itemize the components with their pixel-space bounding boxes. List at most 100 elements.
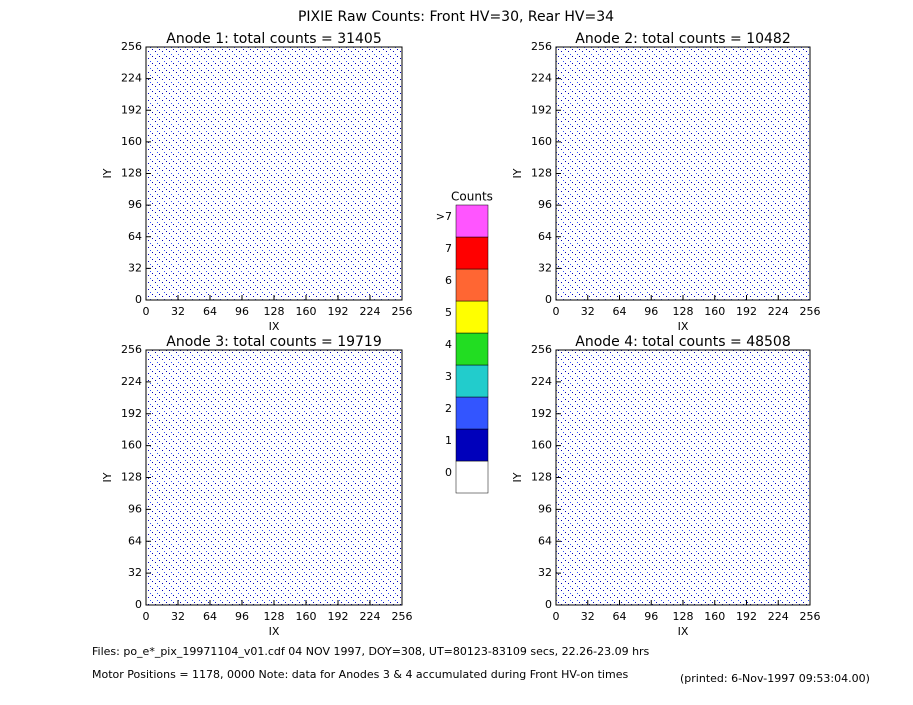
x-tick-label: 256: [800, 305, 821, 318]
colorbar-swatch: [455, 204, 489, 238]
plot-area: [555, 349, 811, 606]
x-tick-label: 96: [235, 305, 249, 318]
panel-title: Anode 3: total counts = 19719: [166, 334, 381, 350]
x-tick-label: 64: [613, 305, 627, 318]
y-axis-label: IY: [511, 168, 524, 178]
x-axis-label: IX: [678, 625, 689, 638]
y-tick-label: 0: [545, 293, 552, 306]
x-tick-label: 192: [328, 305, 349, 318]
x-tick-label: 128: [264, 610, 285, 623]
y-tick-label: 0: [135, 598, 142, 611]
y-tick-label: 96: [538, 198, 552, 211]
colorbar-swatch: [455, 396, 489, 430]
x-tick-label: 192: [328, 610, 349, 623]
y-tick-label: 192: [121, 103, 142, 116]
x-tick-label: 96: [235, 610, 249, 623]
colorbar-swatch: [455, 364, 489, 398]
y-tick-label: 256: [121, 343, 142, 356]
x-tick-label: 0: [553, 305, 560, 318]
x-tick-label: 32: [171, 610, 185, 623]
x-axis-label: IX: [269, 625, 280, 638]
y-tick-label: 128: [531, 167, 552, 180]
y-tick-label: 64: [538, 534, 552, 547]
x-axis-label: IX: [269, 320, 280, 333]
y-tick-label: 192: [121, 407, 142, 420]
y-tick-label: 160: [121, 135, 142, 148]
x-tick-label: 192: [736, 305, 757, 318]
y-tick-label: 224: [121, 375, 142, 388]
x-tick-label: 0: [143, 305, 150, 318]
x-tick-label: 32: [581, 305, 595, 318]
y-tick-label: 160: [531, 135, 552, 148]
y-tick-label: 0: [545, 598, 552, 611]
y-tick-label: 32: [538, 566, 552, 579]
x-tick-label: 256: [392, 305, 413, 318]
y-tick-label: 160: [121, 439, 142, 452]
y-tick-label: 64: [128, 534, 142, 547]
colorbar-label: 3: [445, 370, 452, 383]
x-tick-label: 96: [644, 305, 658, 318]
colorbar-label: 0: [445, 466, 452, 479]
panel-title: Anode 1: total counts = 31405: [166, 31, 381, 47]
x-tick-label: 224: [768, 305, 789, 318]
y-tick-label: 128: [531, 471, 552, 484]
colorbar-label: 5: [445, 306, 452, 319]
x-tick-label: 0: [553, 610, 560, 623]
x-tick-label: 64: [613, 610, 627, 623]
colorbar-swatch: [455, 300, 489, 334]
colorbar-label: 4: [445, 338, 452, 351]
panel-title: Anode 2: total counts = 10482: [575, 31, 790, 47]
x-tick-label: 32: [581, 610, 595, 623]
colorbar-swatch: [455, 460, 489, 494]
y-tick-label: 256: [531, 40, 552, 53]
y-tick-label: 0: [135, 293, 142, 306]
colorbar-label: 7: [445, 242, 452, 255]
y-tick-label: 128: [121, 471, 142, 484]
colorbar-swatch: [455, 428, 489, 462]
x-tick-label: 128: [673, 610, 694, 623]
x-tick-label: 160: [296, 610, 317, 623]
x-tick-label: 96: [644, 610, 658, 623]
x-tick-label: 224: [360, 305, 381, 318]
y-axis-label: IY: [101, 472, 114, 482]
x-axis-label: IX: [678, 320, 689, 333]
y-tick-label: 96: [538, 502, 552, 515]
x-tick-label: 0: [143, 610, 150, 623]
y-tick-label: 32: [128, 261, 142, 274]
footer-files: Files: po_e*_pix_19971104_v01.cdf 04 NOV…: [92, 645, 650, 658]
colorbar-label: 1: [445, 434, 452, 447]
x-tick-label: 192: [736, 610, 757, 623]
colorbar-label: >7: [436, 210, 452, 223]
y-tick-label: 128: [121, 167, 142, 180]
y-tick-label: 256: [121, 40, 142, 53]
x-tick-label: 64: [203, 610, 217, 623]
y-axis-label: IY: [101, 168, 114, 178]
page-title: PIXIE Raw Counts: Front HV=30, Rear HV=3…: [298, 9, 614, 25]
colorbar-swatch: [455, 236, 489, 270]
x-tick-label: 128: [673, 305, 694, 318]
x-tick-label: 224: [768, 610, 789, 623]
x-tick-label: 160: [704, 305, 725, 318]
y-tick-label: 32: [128, 566, 142, 579]
x-tick-label: 160: [704, 610, 725, 623]
x-tick-label: 224: [360, 610, 381, 623]
x-tick-label: 256: [392, 610, 413, 623]
panel-title: Anode 4: total counts = 48508: [575, 334, 790, 350]
y-tick-label: 256: [531, 343, 552, 356]
y-tick-label: 192: [531, 407, 552, 420]
footer-motor: Motor Positions = 1178, 0000 Note: data …: [92, 668, 628, 681]
y-tick-label: 96: [128, 502, 142, 515]
y-tick-label: 224: [531, 375, 552, 388]
colorbar-swatch: [455, 268, 489, 302]
plot-area: [145, 46, 403, 301]
x-tick-label: 32: [171, 305, 185, 318]
x-tick-label: 160: [296, 305, 317, 318]
colorbar-label: 2: [445, 402, 452, 415]
colorbar-swatch: [455, 332, 489, 366]
y-tick-label: 224: [531, 72, 552, 85]
y-tick-label: 64: [538, 230, 552, 243]
y-tick-label: 224: [121, 72, 142, 85]
y-tick-label: 64: [128, 230, 142, 243]
x-tick-label: 64: [203, 305, 217, 318]
